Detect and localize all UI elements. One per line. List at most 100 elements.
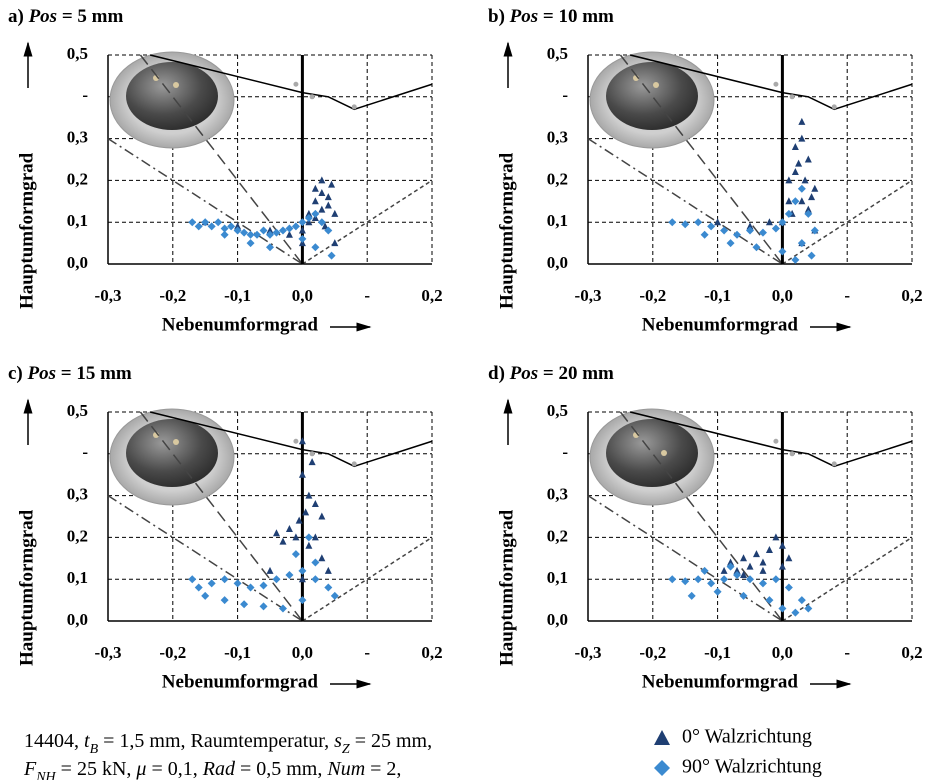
data-point [304,214,313,223]
reference-line [587,494,783,622]
data-point [733,230,742,239]
caption-line: FNH = 25 kN, μ = 0,1, Rad = 0,5 mm, Num … [23,758,401,780]
x-tick-label: 0,0 [772,643,793,662]
x-tick-label: -0,2 [159,643,186,662]
x-tick-label: - [844,643,850,662]
data-point [188,575,197,584]
data-point [233,579,242,588]
title-part: b) [488,6,510,27]
legend-label: 0° Walzrichtung [682,726,812,748]
data-point [714,218,722,226]
data-point [272,575,281,584]
caption-part: Num [326,758,365,780]
data-point [201,218,210,227]
data-point [700,566,709,575]
y-tick-label: 0,1 [547,211,568,230]
y-tick-label: 0,0 [67,610,88,629]
data-point [765,545,773,553]
title-part: Pos [509,363,539,384]
data-point [246,239,255,248]
flc-marker [773,81,779,87]
flc-marker [351,104,357,110]
subplot: a) Pos = 5 mm0,00,10,20,3-0,5-0,3 -0,2 -0,… [8,6,443,335]
data-point [771,575,780,584]
caption-part: NH [35,770,56,780]
specimen-hole [653,82,659,88]
x-tick-label: - [844,286,850,305]
y-axis-label: Hauptumformgrad [496,509,517,666]
data-point [707,579,716,588]
caption-part: = 2, [365,758,401,780]
data-point [752,243,761,252]
data-point [311,558,320,567]
data-point [726,239,735,248]
legend-marker [654,760,670,776]
title-part: c) [8,363,28,384]
x-tick-label: -0,3 [95,643,122,662]
x-tick-label: 0,2 [901,286,922,305]
y-tick-label: 0,1 [67,211,88,230]
flc-marker [773,438,779,444]
reference-line [781,536,913,622]
data-point [304,533,313,542]
title-part: Pos [27,363,57,384]
data-point [798,117,806,125]
caption-part: μ [135,758,146,780]
y-tick-label: 0,5 [67,44,88,63]
specimen-dome [126,62,218,130]
y-tick-label: 0,1 [547,568,568,587]
data-point [317,218,326,227]
x-axis-label: Nebenumformgrad [162,671,319,692]
reference-line [619,54,783,265]
data-point [194,583,203,592]
x-tick-label: 0,0 [772,286,793,305]
flc-marker [309,451,315,457]
reference-line [139,411,303,622]
data-point [207,222,216,231]
data-point [810,226,819,235]
x-tick-label: 0,2 [901,643,922,662]
x-tick-label: 0,0 [292,643,313,662]
data-point [194,222,203,231]
x-tick-label: - [364,286,370,305]
caption-part: Z [342,742,350,757]
data-point [784,209,793,218]
specimen-hole [173,439,179,445]
x-tick-label: -0,2 [639,643,666,662]
flc-marker [789,94,795,100]
data-point [298,218,307,227]
data-point [278,226,287,235]
data-point [791,197,800,206]
data-point [778,562,786,570]
data-point [285,230,293,238]
data-point [330,591,339,600]
flc-marker [831,104,837,110]
data-point [720,226,729,235]
data-point [713,587,722,596]
data-point [302,508,310,516]
data-point [772,533,780,541]
data-point [291,550,300,559]
data-point [804,604,813,613]
subplot: b) Pos = 10 mm0,00,10,20,3-0,5-0,3 -0,2 -0… [488,6,923,335]
data-point [227,222,236,231]
data-point [811,184,819,192]
data-point [758,579,767,588]
data-point [791,608,800,617]
subplot: d) Pos = 20 mm0,00,10,20,3-0,5-0,3 -0,2 -0… [488,363,923,692]
caption-part: = 0,1, [146,758,202,780]
subplot-title: c) Pos = 15 mm [8,363,132,384]
caption-part: = 25 mm, [350,730,432,752]
data-point [292,533,300,541]
x-tick-label: -0,2 [159,286,186,305]
data-point [311,243,320,252]
data-point [318,176,326,184]
data-point [259,581,268,590]
data-point [784,583,793,592]
data-point [266,226,274,234]
title-part: = 15 mm [56,363,132,384]
data-point [201,591,210,600]
title-part: d) [488,363,510,384]
data-point [808,193,816,201]
data-point [795,159,803,167]
